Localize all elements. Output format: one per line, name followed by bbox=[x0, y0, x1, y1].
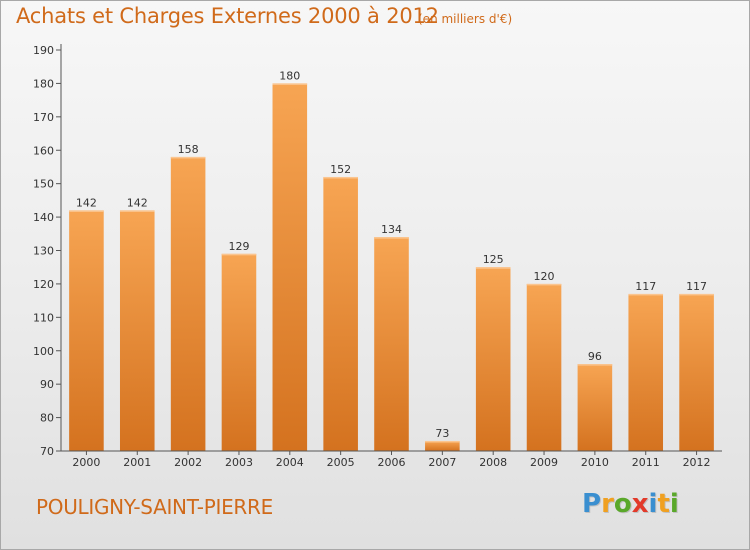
x-tick-label-2012: 2012 bbox=[683, 456, 711, 469]
bar-2008 bbox=[475, 267, 511, 451]
value-label-2009: 120 bbox=[534, 270, 555, 283]
y-tick-label: 170 bbox=[33, 111, 54, 124]
value-label-2000: 142 bbox=[76, 196, 97, 209]
bar-2011 bbox=[628, 293, 664, 451]
y-tick-label: 70 bbox=[40, 445, 54, 458]
bar-highlight bbox=[221, 253, 257, 256]
y-tick-label: 150 bbox=[33, 178, 54, 191]
x-tick-label-2003: 2003 bbox=[225, 456, 253, 469]
y-tick-label: 120 bbox=[33, 278, 54, 291]
logo-letter: i bbox=[669, 489, 679, 519]
value-label-2003: 129 bbox=[228, 240, 249, 253]
y-tick-label: 180 bbox=[33, 77, 54, 90]
value-label-2001: 142 bbox=[127, 196, 148, 209]
x-axis: 2000 2001 2002 2003 2004 2005 2006 2007 2008 2009… bbox=[61, 450, 722, 469]
x-tick-label-2007: 2007 bbox=[428, 456, 456, 469]
logo-letter: P bbox=[582, 489, 602, 519]
bar-highlight bbox=[170, 156, 206, 159]
y-axis: 70 80 90 100 110 120 130 140 150 160 170 180 190 bbox=[33, 44, 62, 458]
x-tick-label-2011: 2011 bbox=[632, 456, 660, 469]
bar-2006 bbox=[374, 237, 409, 451]
bar-2001 bbox=[119, 210, 155, 451]
bar-2012 bbox=[679, 293, 714, 451]
logo-letter: x bbox=[631, 489, 649, 519]
value-label-2006: 134 bbox=[381, 223, 402, 236]
bar-highlight bbox=[425, 440, 460, 443]
bar-2003 bbox=[221, 253, 257, 451]
bars: 142 142 158 129 180 152 134 73 125 120 96 117 117 bbox=[69, 69, 714, 452]
logo-letter: i bbox=[648, 489, 658, 519]
bar-2000 bbox=[69, 210, 104, 451]
value-label-2010: 96 bbox=[588, 350, 602, 363]
value-label-2012: 117 bbox=[686, 280, 707, 293]
x-tick-label-2005: 2005 bbox=[327, 456, 355, 469]
x-tick-label-2004: 2004 bbox=[276, 456, 304, 469]
bar-highlight bbox=[119, 210, 155, 212]
bar-2004 bbox=[272, 83, 308, 452]
value-label-2005: 152 bbox=[330, 163, 351, 176]
y-tick-label: 190 bbox=[33, 44, 54, 57]
x-tick-label-2009: 2009 bbox=[530, 456, 558, 469]
bar-highlight bbox=[272, 83, 308, 85]
bar-2005 bbox=[323, 176, 358, 451]
y-tick-label: 100 bbox=[33, 345, 54, 358]
bar-highlight bbox=[475, 267, 511, 269]
y-tick-label: 160 bbox=[33, 144, 54, 157]
bar-highlight bbox=[323, 176, 358, 179]
y-tick-label: 140 bbox=[33, 211, 54, 224]
logo-letter: r bbox=[601, 489, 614, 519]
value-label-2007: 73 bbox=[435, 427, 449, 440]
bar-2010 bbox=[577, 364, 613, 451]
value-label-2011: 117 bbox=[635, 280, 656, 293]
bar-highlight bbox=[526, 283, 562, 286]
bar-2002 bbox=[170, 156, 206, 451]
y-tick-label: 130 bbox=[33, 245, 54, 258]
logo-letter: t bbox=[657, 489, 670, 519]
x-tick-label-2001: 2001 bbox=[123, 456, 151, 469]
x-tick-label-2010: 2010 bbox=[581, 456, 609, 469]
bar-highlight bbox=[628, 293, 664, 296]
x-tick-label-2008: 2008 bbox=[479, 456, 507, 469]
commune-name: POULIGNY-SAINT-PIERRE bbox=[36, 495, 273, 519]
bar-2009 bbox=[526, 283, 562, 451]
x-tick-label-2006: 2006 bbox=[378, 456, 406, 469]
y-tick-label: 90 bbox=[40, 378, 54, 391]
bar-highlight bbox=[374, 237, 409, 239]
bar-highlight bbox=[679, 293, 714, 296]
x-tick-label-2000: 2000 bbox=[72, 456, 100, 469]
bar-highlight bbox=[577, 364, 613, 366]
bar-highlight bbox=[69, 210, 104, 212]
y-tick-label: 80 bbox=[40, 412, 54, 425]
y-tick-label: 110 bbox=[33, 311, 54, 324]
proxiti-logo[interactable]: Proxiti bbox=[582, 489, 679, 519]
value-label-2002: 158 bbox=[178, 143, 199, 156]
bar-2007 bbox=[425, 440, 460, 451]
value-label-2008: 125 bbox=[483, 253, 504, 266]
logo-letter: o bbox=[613, 489, 632, 519]
chart-subtitle: (en milliers d'€) bbox=[418, 12, 513, 26]
chart-title: Achats et Charges Externes 2000 à 2012 bbox=[16, 4, 439, 28]
x-tick-label-2002: 2002 bbox=[174, 456, 202, 469]
value-label-2004: 180 bbox=[279, 69, 300, 82]
